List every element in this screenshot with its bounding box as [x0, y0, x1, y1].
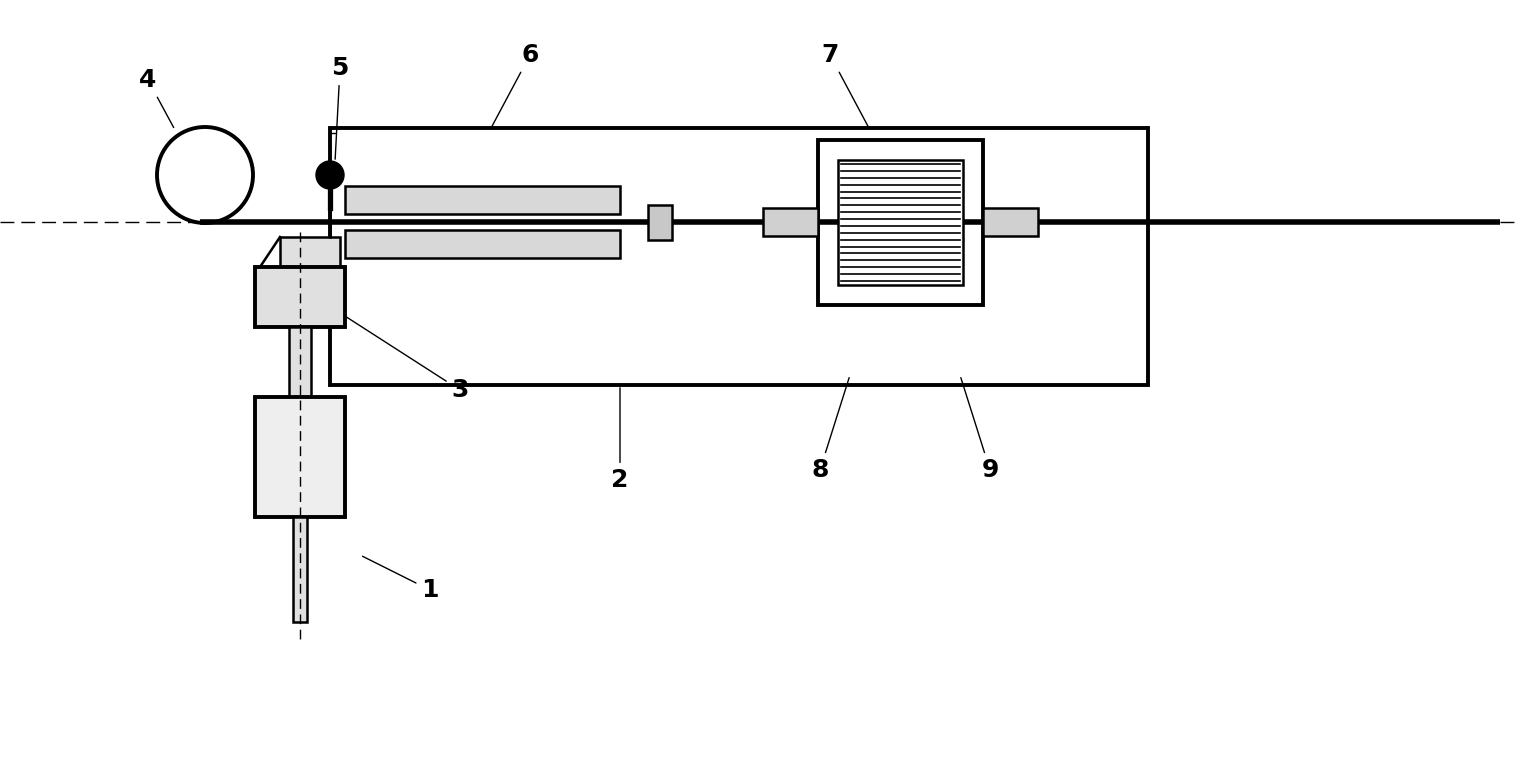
Text: 1: 1 [362, 556, 439, 602]
Bar [345, 186, 620, 214]
Bar [345, 230, 620, 258]
Text: 5: 5 [331, 56, 348, 159]
Bar [983, 208, 1038, 236]
Text: 9: 9 [961, 378, 999, 482]
Bar [763, 208, 818, 236]
Bar [255, 397, 345, 517]
Bar [838, 160, 964, 285]
Text: 6: 6 [491, 43, 538, 127]
Bar [648, 205, 672, 240]
Text: 8: 8 [812, 378, 850, 482]
Bar [289, 327, 312, 397]
Text: 2: 2 [611, 388, 629, 492]
Text: 7: 7 [821, 43, 869, 127]
Bar [818, 140, 983, 305]
Text: 4: 4 [140, 68, 173, 128]
Bar [293, 517, 307, 622]
Bar [330, 128, 1148, 385]
Bar [255, 267, 345, 327]
Text: 3: 3 [322, 301, 468, 402]
Bar [280, 237, 340, 267]
Circle shape [316, 161, 344, 189]
